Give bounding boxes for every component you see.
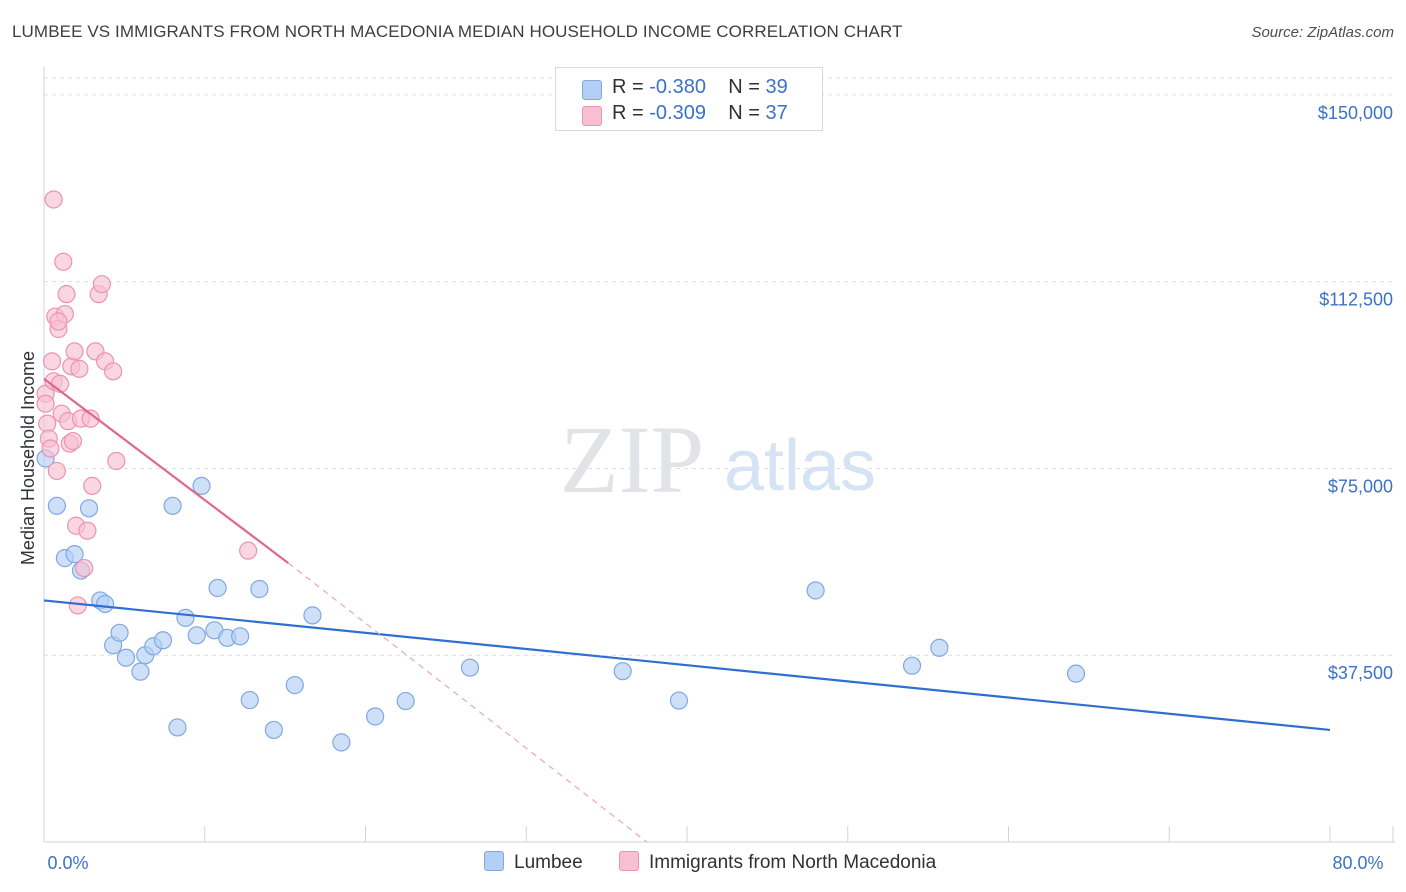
macedonia-point bbox=[42, 352, 62, 371]
lumbee-point bbox=[187, 626, 206, 645]
lumbee-point bbox=[153, 631, 173, 650]
macedonia-point bbox=[70, 359, 89, 378]
gridlines bbox=[44, 77, 1395, 656]
macedonia-point bbox=[83, 476, 102, 495]
watermark-atlas: atlas bbox=[724, 426, 876, 506]
macedonia-point bbox=[47, 461, 66, 481]
macedonia-point bbox=[63, 431, 83, 451]
watermark-zip: ZIP bbox=[560, 406, 704, 513]
macedonia-point bbox=[107, 451, 126, 471]
lumbee-swatch bbox=[484, 851, 504, 871]
macedonia-point bbox=[65, 342, 84, 361]
x-tick-label-max: 80.0% bbox=[1332, 853, 1383, 873]
macedonia-point bbox=[44, 190, 63, 209]
macedonia-point bbox=[38, 414, 57, 433]
macedonia-point bbox=[36, 394, 55, 413]
lumbee-point bbox=[176, 608, 195, 627]
x-tick-label-min: 0.0% bbox=[47, 853, 88, 873]
y-tick-label: $112,500 bbox=[1319, 290, 1393, 310]
macedonia-point bbox=[75, 558, 94, 578]
macedonia-point bbox=[78, 521, 97, 540]
macedonia-point bbox=[54, 252, 73, 271]
macedonia-point bbox=[239, 541, 258, 560]
bottom-legend-macedonia-label: Immigrants from North Macedonia bbox=[649, 852, 937, 873]
lumbee-point bbox=[65, 545, 84, 564]
lumbee-point bbox=[303, 606, 322, 625]
lumbee-point bbox=[116, 648, 136, 667]
lumbee-point bbox=[396, 691, 415, 711]
legend-n-value: 37 bbox=[765, 102, 788, 124]
lumbee-point bbox=[806, 581, 825, 600]
lumbee-point bbox=[460, 658, 480, 677]
macedonia-trend-extension bbox=[287, 562, 648, 843]
macedonia-point bbox=[104, 362, 123, 381]
lumbee-swatch bbox=[582, 80, 602, 100]
y-tick-label: $75,000 bbox=[1328, 476, 1393, 496]
legend-r-label: R = bbox=[612, 76, 650, 98]
lumbee-point bbox=[264, 720, 283, 740]
lumbee-point bbox=[110, 623, 129, 642]
lumbee-point bbox=[79, 499, 99, 518]
macedonia-point bbox=[57, 285, 76, 304]
legend-n-label: N = bbox=[728, 76, 766, 98]
lumbee-point bbox=[332, 733, 351, 752]
macedonia-trend-line bbox=[43, 377, 290, 564]
lumbee-point bbox=[240, 690, 259, 710]
legend-r-label: R = bbox=[612, 102, 650, 124]
macedonia-swatch bbox=[582, 106, 602, 126]
legend-r-value: -0.380 bbox=[649, 76, 706, 98]
lumbee-point bbox=[669, 691, 689, 710]
legend-r-value: -0.309 bbox=[649, 102, 706, 124]
lumbee-point bbox=[192, 476, 211, 495]
lumbee-point bbox=[285, 676, 304, 695]
macedonia-swatch bbox=[619, 851, 639, 871]
lumbee-point bbox=[613, 662, 632, 681]
lumbee-point bbox=[168, 718, 187, 737]
macedonia-point bbox=[49, 312, 68, 331]
legend-n-value: 39 bbox=[765, 76, 788, 98]
lumbee-point bbox=[47, 496, 66, 515]
legend-n-label: N = bbox=[728, 102, 766, 124]
bottom-legend-macedonia: Immigrants from North Macedonia bbox=[619, 851, 936, 874]
lumbee-trend-line bbox=[43, 599, 1331, 732]
trend-lines bbox=[43, 377, 1331, 843]
bottom-legend-lumbee: Lumbee bbox=[484, 851, 583, 874]
lumbee-point bbox=[250, 579, 269, 599]
lumbee-point bbox=[131, 662, 150, 681]
lumbee-point bbox=[231, 627, 250, 646]
y-axis-label: Median Household Income bbox=[18, 351, 38, 565]
y-tick-label: $37,500 bbox=[1328, 663, 1393, 683]
source-credit: Source: ZipAtlas.com bbox=[1251, 24, 1394, 41]
lumbee-point bbox=[208, 578, 227, 598]
macedonia-point bbox=[92, 275, 111, 294]
correlation-legend: R = -0.380 N = 39 R = -0.309 N = 37 bbox=[555, 67, 823, 131]
lumbee-point bbox=[95, 594, 115, 614]
lumbee-point bbox=[930, 638, 949, 657]
lumbee-point bbox=[1066, 664, 1086, 683]
y-tick-label: $150,000 bbox=[1318, 103, 1393, 123]
axes: $37,500 $75,000 $112,500 $150,000 bbox=[43, 66, 1395, 843]
lumbee-point bbox=[366, 707, 385, 726]
lumbee-point bbox=[163, 496, 182, 515]
bottom-legend-lumbee-label: Lumbee bbox=[514, 852, 583, 873]
macedonia-point bbox=[81, 409, 100, 428]
lumbee-point bbox=[902, 656, 922, 675]
chart-title: LUMBEE VS IMMIGRANTS FROM NORTH MACEDONI… bbox=[12, 22, 903, 41]
macedonia-point bbox=[41, 439, 60, 458]
